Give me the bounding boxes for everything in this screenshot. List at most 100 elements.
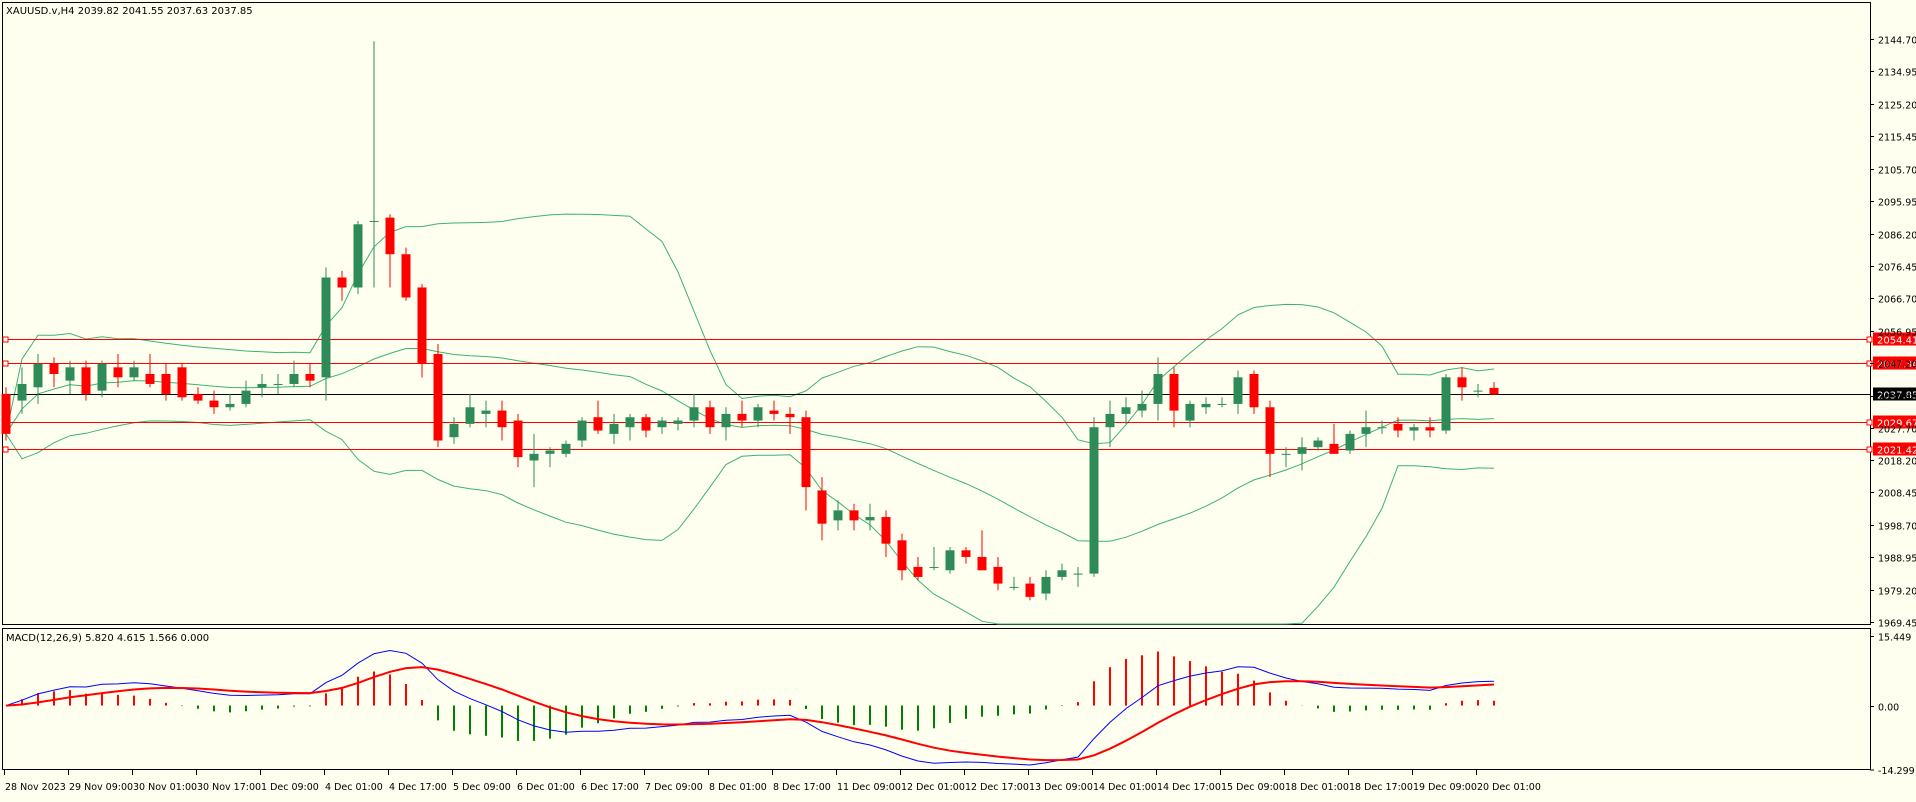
- level-handle-right-0: [1866, 336, 1873, 343]
- candle: [385, 214, 395, 288]
- macd-tick-label: -14.299: [1878, 766, 1915, 777]
- candle: [1265, 400, 1275, 478]
- candle: [577, 417, 587, 448]
- candle-body: [1489, 387, 1499, 395]
- level-tag-0: [1873, 332, 1916, 346]
- candle: [1153, 357, 1163, 421]
- candle: [417, 284, 427, 378]
- candle-body: [657, 420, 667, 428]
- time-tick-label: 5 Dec 09:00: [453, 782, 511, 793]
- candle-body: [81, 367, 91, 394]
- time-tick-label: 19 Dec 09:00: [1413, 782, 1477, 793]
- candle: [49, 357, 59, 388]
- candle-body: [593, 417, 603, 431]
- candle: [497, 400, 507, 441]
- time-tick-label: 4 Dec 01:00: [325, 782, 383, 793]
- candle-body: [1457, 377, 1467, 388]
- price-tick-label: 2095.95: [1878, 198, 1916, 209]
- candle: [897, 533, 907, 581]
- level-handle-1: [2, 360, 9, 367]
- macd-header: MACD(12,26,9) 5.820 4.615 1.566 0.000: [6, 633, 209, 644]
- time-tick-label: 8 Dec 01:00: [709, 782, 767, 793]
- candle: [1393, 417, 1403, 438]
- candle: [913, 556, 923, 581]
- candle: [353, 220, 363, 295]
- time-tick-label: 30 Nov 17:00: [197, 782, 261, 793]
- time-tick-label: 29 Nov 09:00: [69, 782, 133, 793]
- candle: [1377, 420, 1387, 434]
- candle-body: [865, 517, 875, 521]
- price-tick-label: 2008.45: [1878, 489, 1916, 500]
- candle-body: [129, 367, 139, 378]
- candle: [81, 360, 91, 401]
- candle-body: [1009, 586, 1019, 588]
- candle: [625, 413, 635, 441]
- candle-body: [433, 354, 443, 441]
- candle: [129, 360, 139, 381]
- level-label-3: 2021.42: [1877, 446, 1916, 457]
- band-middle: [5, 348, 1495, 542]
- candle-body: [1, 393, 11, 434]
- candle: [1473, 383, 1483, 398]
- candle-body: [145, 373, 155, 384]
- candle: [33, 354, 43, 404]
- price-tick-label: 2037.45: [1878, 393, 1916, 404]
- candle: [561, 440, 571, 458]
- candle-body: [849, 510, 859, 521]
- level-label-0: 2054.41: [1877, 336, 1916, 347]
- candle-body: [1217, 403, 1227, 405]
- price-tick-label: 2134.95: [1878, 68, 1916, 79]
- candle-body: [1185, 403, 1195, 421]
- candle-body: [209, 400, 219, 408]
- candle: [273, 373, 283, 394]
- candle: [1217, 397, 1227, 408]
- macd-indicator: [5, 649, 1495, 766]
- candle-body: [817, 490, 827, 524]
- candle-body: [961, 550, 971, 557]
- candle-body: [305, 373, 315, 381]
- candle: [817, 477, 827, 541]
- candle-body: [225, 403, 235, 408]
- time-tick-label: 12 Dec 01:00: [901, 782, 965, 793]
- candle: [241, 380, 251, 408]
- candle-body: [1073, 573, 1083, 575]
- candle: [225, 393, 235, 411]
- candle: [1105, 400, 1115, 448]
- candle: [1201, 397, 1211, 414]
- candle-body: [753, 407, 763, 421]
- candle: [1185, 400, 1195, 428]
- time-tick-label: 14 Dec 17:00: [1157, 782, 1221, 793]
- candle: [1489, 382, 1499, 396]
- candle-body: [1473, 390, 1483, 392]
- candle: [1281, 447, 1291, 468]
- price-tick-label: 1979.20: [1878, 587, 1916, 598]
- price-tick-label: 2076.45: [1878, 263, 1916, 274]
- candle-body: [929, 566, 939, 568]
- candle-body: [1169, 373, 1179, 411]
- price-tick-label: 1998.70: [1878, 522, 1916, 533]
- candle-body: [1425, 427, 1435, 431]
- symbol-header: XAUUSD.v,H4 2039.82 2041.55 2037.63 2037…: [6, 6, 253, 17]
- level-tag-2: [1873, 415, 1916, 429]
- time-tick-label: 12 Dec 17:00: [965, 782, 1029, 793]
- time-tick-label: 20 Dec 01:00: [1477, 782, 1541, 793]
- candle: [945, 546, 955, 574]
- candle-body: [1249, 373, 1259, 408]
- candle-body: [977, 556, 987, 571]
- current-price-label: 2037.85: [1877, 391, 1916, 402]
- candle: [545, 447, 555, 468]
- candle: [1297, 437, 1307, 471]
- candle: [785, 407, 795, 434]
- candle-body: [1089, 427, 1099, 574]
- price-tick-label: 2144.70: [1878, 36, 1916, 47]
- candle-body: [833, 510, 843, 521]
- candle-body: [289, 373, 299, 384]
- candle: [673, 417, 683, 431]
- candle: [529, 433, 539, 488]
- candle-body: [945, 550, 955, 571]
- candle: [1313, 437, 1323, 451]
- candle-body: [193, 393, 203, 401]
- candle-body: [65, 367, 75, 381]
